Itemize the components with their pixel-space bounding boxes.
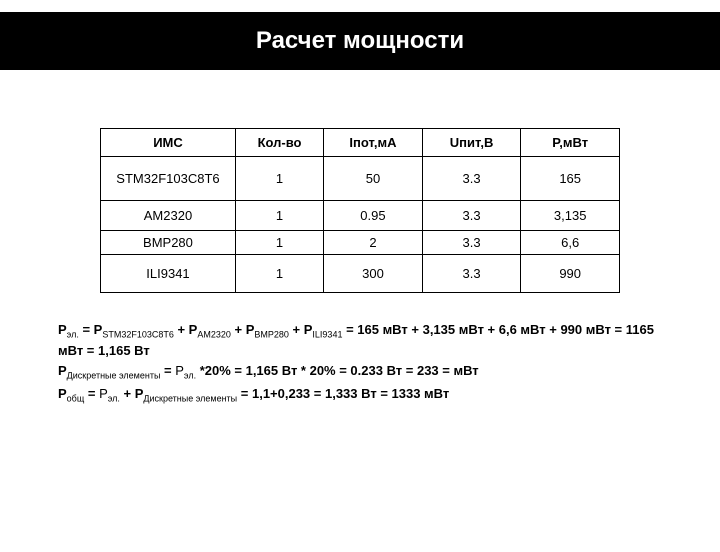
table-header: ИМС bbox=[101, 129, 236, 157]
table-cell: 50 bbox=[324, 157, 423, 201]
table-cell: STM32F103C8T6 bbox=[101, 157, 236, 201]
calc-line-3: Pобщ = Pэл. + PДискретные элементы = 1,1… bbox=[58, 385, 662, 406]
calc-line-2: PДискретные элементы = Pэл. *20% = 1,165… bbox=[58, 362, 662, 383]
table-header: Iпот,мА bbox=[324, 129, 423, 157]
table-cell: 2 bbox=[324, 231, 423, 255]
table-row: BMP280 1 2 3.3 6,6 bbox=[101, 231, 620, 255]
table-cell: 3,135 bbox=[521, 201, 620, 231]
table-cell: 165 bbox=[521, 157, 620, 201]
table-cell: 1 bbox=[235, 255, 323, 293]
table-header-row: ИМС Кол-во Iпот,мА Uпит,В P,мВт bbox=[101, 129, 620, 157]
table-cell: 3.3 bbox=[422, 255, 521, 293]
table-cell: 3.3 bbox=[422, 157, 521, 201]
table-row: ILI9341 1 300 3.3 990 bbox=[101, 255, 620, 293]
table-cell: 990 bbox=[521, 255, 620, 293]
power-table: ИМС Кол-во Iпот,мА Uпит,В P,мВт STM32F10… bbox=[100, 128, 620, 293]
table-cell: 0.95 bbox=[324, 201, 423, 231]
table-row: AM2320 1 0.95 3.3 3,135 bbox=[101, 201, 620, 231]
table-cell: 1 bbox=[235, 157, 323, 201]
page-title-text: Расчет мощности bbox=[256, 27, 464, 55]
table-cell: ILI9341 bbox=[101, 255, 236, 293]
power-table-container: ИМС Кол-во Iпот,мА Uпит,В P,мВт STM32F10… bbox=[100, 128, 620, 293]
table-cell: 1 bbox=[235, 201, 323, 231]
calculations-block: Pэл. = PSTM32F103C8T6 + PAM2320 + PBMP28… bbox=[0, 321, 720, 406]
table-cell: AM2320 bbox=[101, 201, 236, 231]
calc-line-1: Pэл. = PSTM32F103C8T6 + PAM2320 + PBMP28… bbox=[58, 321, 662, 360]
page-title: Расчет мощности bbox=[0, 12, 720, 70]
table-cell: 3.3 bbox=[422, 201, 521, 231]
table-cell: 6,6 bbox=[521, 231, 620, 255]
table-header: P,мВт bbox=[521, 129, 620, 157]
table-header: Кол-во bbox=[235, 129, 323, 157]
table-row: STM32F103C8T6 1 50 3.3 165 bbox=[101, 157, 620, 201]
table-cell: 1 bbox=[235, 231, 323, 255]
table-cell: 300 bbox=[324, 255, 423, 293]
table-cell: BMP280 bbox=[101, 231, 236, 255]
table-cell: 3.3 bbox=[422, 231, 521, 255]
table-header: Uпит,В bbox=[422, 129, 521, 157]
